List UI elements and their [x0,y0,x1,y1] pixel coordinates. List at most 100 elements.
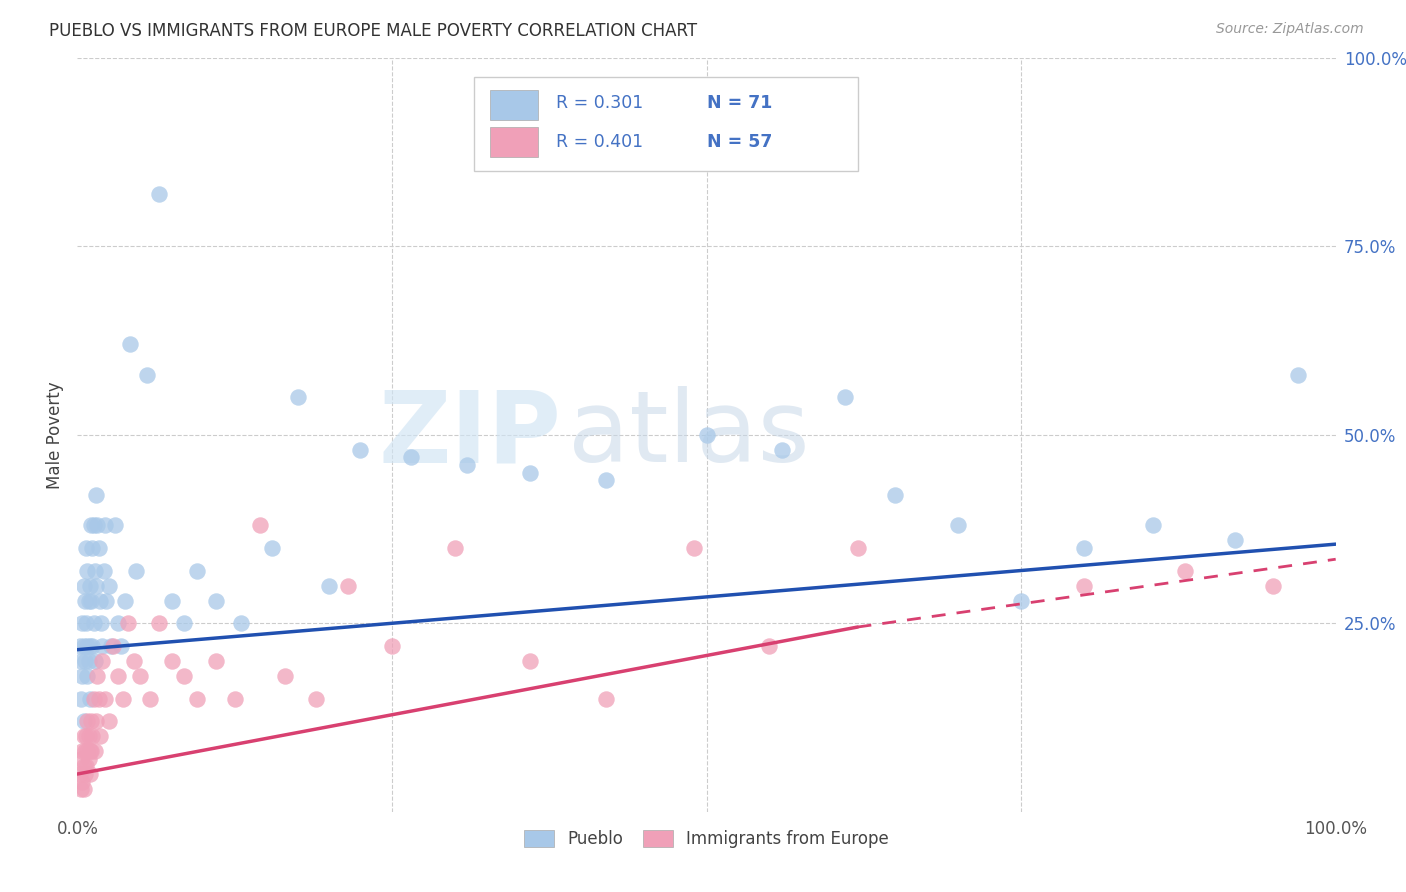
Point [204,654,226,668]
Point [173,669,195,683]
Point [69,639,91,653]
Point [173,616,195,631]
Point [1073,541,1095,555]
Point [96,593,118,607]
Point [94,518,117,533]
Point [73,767,96,781]
Point [336,579,359,593]
Point [110,639,132,653]
Point [75,541,97,555]
Point [456,458,478,472]
Point [77,593,100,607]
Point [1174,564,1197,578]
Point [76,669,98,683]
Point [262,541,284,555]
Point [1261,579,1284,593]
Point [107,616,129,631]
Point [84,579,107,593]
Point [91,639,114,653]
Point [318,579,340,593]
Point [846,541,869,555]
Point [834,390,856,404]
Y-axis label: Male Poverty: Male Poverty [46,381,65,489]
Point [83,691,105,706]
Point [204,593,226,607]
Point [381,639,404,653]
Point [75,616,97,631]
Point [125,564,148,578]
Point [73,593,96,607]
Text: N = 71: N = 71 [707,95,772,112]
Point [91,654,114,668]
Point [287,390,309,404]
FancyBboxPatch shape [491,89,538,120]
Point [160,654,183,668]
Point [79,639,101,653]
Point [114,593,136,607]
Point [148,186,170,201]
Point [399,450,422,465]
Point [90,616,112,631]
Point [72,639,94,653]
Point [111,691,134,706]
Point [101,639,124,653]
Point [73,744,96,758]
Point [72,759,94,773]
Point [122,654,145,668]
Point [76,564,98,578]
Text: ZIP: ZIP [380,386,562,483]
Point [349,442,371,457]
Point [84,564,107,578]
Point [120,337,142,351]
FancyBboxPatch shape [474,77,858,171]
Point [76,744,98,758]
Point [1010,593,1032,607]
Point [595,691,617,706]
Point [84,488,107,502]
Point [519,466,541,480]
Point [76,639,98,653]
Point [80,714,103,729]
Point [80,744,103,758]
Point [274,669,297,683]
Text: Source: ZipAtlas.com: Source: ZipAtlas.com [1216,22,1364,37]
Point [770,442,793,457]
Point [84,654,107,668]
Text: R = 0.301: R = 0.301 [555,95,643,112]
Point [683,541,706,555]
Point [83,518,105,533]
Text: N = 57: N = 57 [707,134,772,152]
Point [135,368,157,382]
Point [758,639,780,653]
Point [83,616,105,631]
Point [79,579,101,593]
Point [1286,368,1309,382]
Point [696,428,718,442]
Point [107,669,129,683]
Point [72,782,94,797]
Point [97,579,120,593]
FancyBboxPatch shape [491,128,538,158]
Point [72,616,94,631]
Point [77,752,100,766]
Legend: Pueblo, Immigrants from Europe: Pueblo, Immigrants from Europe [517,823,896,855]
Point [97,714,120,729]
Point [305,691,328,706]
Point [86,518,108,533]
Point [100,639,122,653]
Point [1223,533,1246,548]
Text: atlas: atlas [568,386,810,483]
Point [229,616,252,631]
Point [89,593,111,607]
Point [69,767,91,781]
Point [73,654,96,668]
Point [75,730,97,744]
Point [79,744,101,758]
Point [79,767,101,781]
Point [1073,579,1095,593]
Point [104,518,127,533]
Point [86,669,108,683]
Point [129,669,152,683]
Point [72,714,94,729]
Text: PUEBLO VS IMMIGRANTS FROM EUROPE MALE POVERTY CORRELATION CHART: PUEBLO VS IMMIGRANTS FROM EUROPE MALE PO… [49,22,697,40]
